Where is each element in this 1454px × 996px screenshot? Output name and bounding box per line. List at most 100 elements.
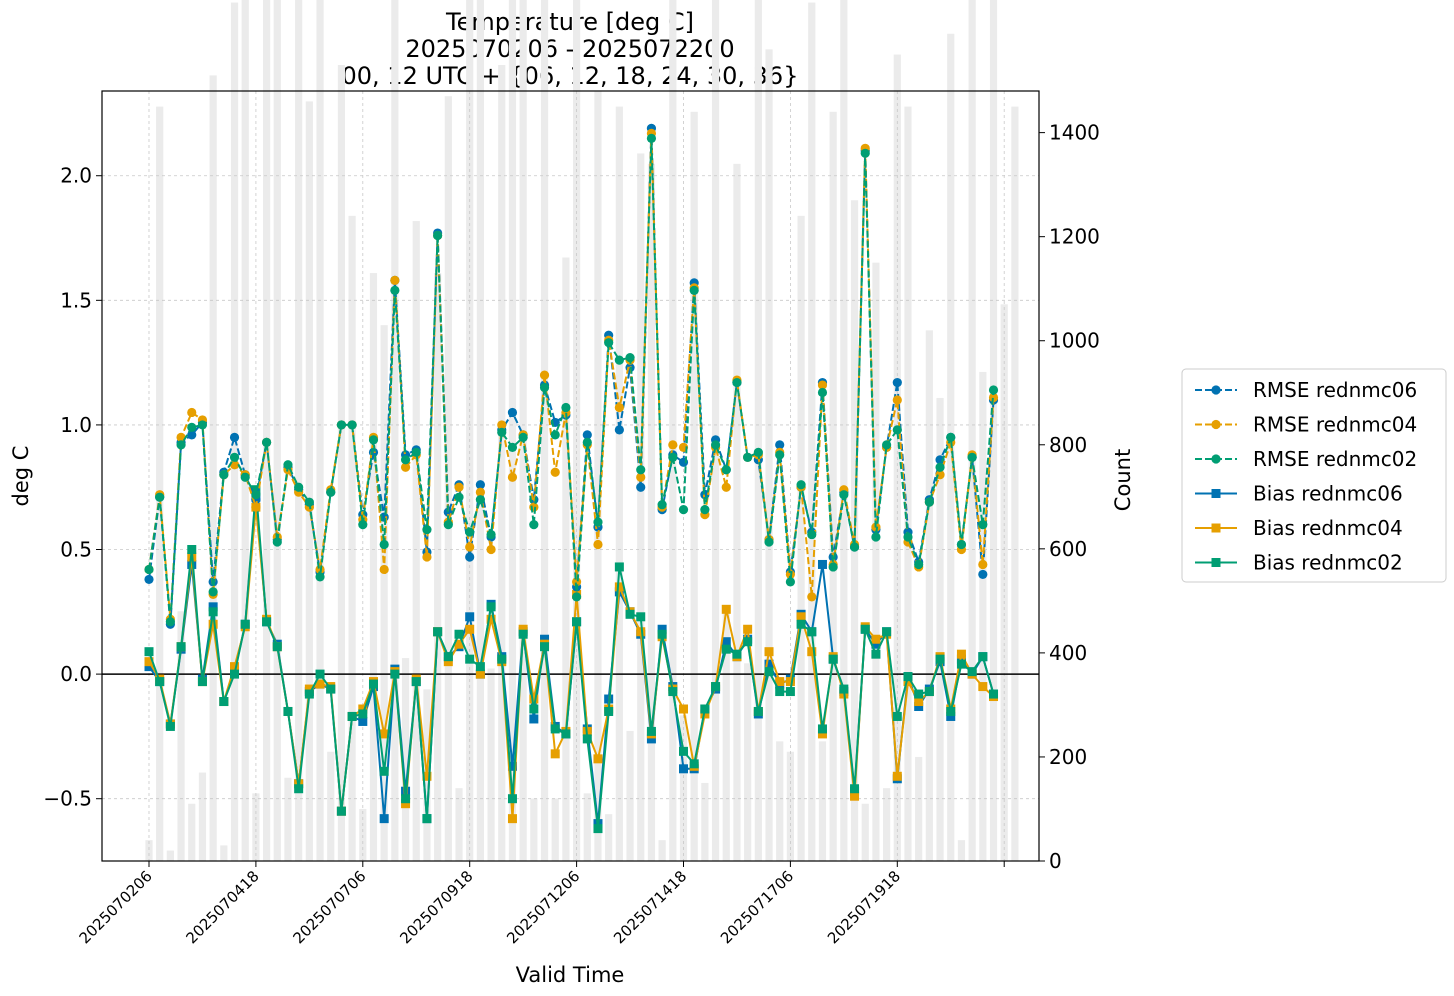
data-point	[219, 697, 229, 707]
data-point	[550, 724, 560, 734]
data-point	[144, 574, 154, 585]
data-point	[197, 677, 207, 687]
data-point	[817, 380, 828, 390]
data-point	[721, 465, 731, 475]
x-tick-label: 2025071918	[824, 867, 904, 947]
data-point	[946, 711, 956, 721]
count-bar	[540, 0, 549, 861]
data-point	[743, 624, 753, 634]
x-tick-label: 2025070918	[396, 867, 476, 947]
data-point	[433, 627, 443, 637]
data-point	[347, 711, 357, 721]
data-point	[614, 562, 624, 572]
y-tick-label: 1.5	[60, 288, 92, 312]
count-bar	[220, 845, 228, 861]
count-bar	[904, 106, 912, 862]
data-point	[540, 634, 550, 644]
count-bar	[359, 808, 367, 861]
x-tick-label: 2025071706	[717, 867, 797, 947]
count-bar	[701, 782, 709, 861]
x-axis-label: Valid Time	[516, 963, 625, 987]
data-point	[400, 462, 411, 472]
data-point	[475, 662, 485, 672]
y2-axis: 0 200 400 600 800 1000 1200 1400	[1039, 121, 1100, 873]
data-point	[764, 647, 774, 657]
data-point	[582, 734, 592, 744]
data-point	[368, 435, 379, 445]
data-point	[144, 564, 154, 575]
data-point	[229, 452, 240, 462]
data-point	[454, 492, 464, 502]
data-point	[839, 490, 849, 500]
data-point	[283, 706, 293, 716]
data-point	[304, 689, 314, 699]
data-point	[443, 519, 453, 530]
data-point	[507, 794, 517, 804]
data-point	[486, 544, 496, 555]
legend-label: Bias rednmc04	[1253, 516, 1403, 540]
count-bar	[455, 788, 463, 861]
data-point	[817, 387, 828, 398]
y2-tick-label: 400	[1049, 641, 1087, 665]
data-point	[892, 771, 902, 781]
legend-label: Bias rednmc06	[1253, 482, 1403, 506]
data-point	[988, 385, 999, 395]
legend-marker	[1211, 489, 1221, 498]
data-point	[721, 637, 731, 647]
data-point	[518, 629, 528, 639]
data-point	[871, 634, 881, 644]
data-point	[240, 619, 250, 629]
data-point	[165, 617, 175, 627]
data-point	[721, 482, 731, 492]
data-point	[400, 455, 411, 465]
data-point	[646, 734, 656, 744]
data-point	[539, 382, 550, 393]
data-point	[230, 669, 240, 679]
data-point	[465, 552, 475, 562]
legend-label: RMSE rednmc06	[1253, 378, 1417, 402]
data-point	[732, 649, 742, 659]
y2-tick-label: 0	[1049, 849, 1062, 873]
count-bar	[637, 153, 645, 861]
data-point	[775, 440, 785, 450]
data-point	[433, 230, 443, 241]
data-point	[176, 440, 186, 450]
data-point	[368, 679, 378, 689]
data-point	[604, 706, 614, 716]
chart-title-line-1: Temperature [deg C]	[445, 8, 694, 36]
data-point	[935, 462, 945, 472]
count-bar	[626, 730, 634, 861]
data-point	[817, 559, 827, 569]
data-point	[860, 148, 870, 158]
data-point	[807, 529, 817, 540]
data-point	[518, 432, 528, 442]
data-point	[465, 624, 475, 634]
data-point	[914, 697, 924, 707]
data-point	[283, 460, 293, 470]
data-point	[550, 430, 560, 440]
data-point	[261, 437, 272, 447]
data-point	[743, 637, 753, 647]
count-bar	[744, 663, 752, 861]
count-bar	[1000, 304, 1008, 862]
data-point	[272, 642, 282, 652]
data-point	[807, 647, 817, 657]
count-bar	[583, 793, 591, 861]
data-point	[454, 482, 464, 492]
data-point	[187, 545, 197, 555]
data-point	[924, 497, 934, 507]
count-bar	[230, 2, 239, 861]
data-point	[882, 440, 892, 450]
y2-tick-label: 600	[1049, 537, 1087, 561]
data-point	[743, 452, 753, 462]
data-point	[561, 402, 571, 413]
legend-marker	[1211, 419, 1221, 430]
count-bar	[316, 0, 324, 861]
data-point	[839, 684, 849, 694]
data-point	[710, 440, 721, 450]
data-point	[336, 806, 346, 816]
data-point	[326, 487, 336, 497]
data-point	[315, 669, 325, 679]
data-point	[807, 592, 817, 602]
count-bar	[562, 257, 570, 862]
